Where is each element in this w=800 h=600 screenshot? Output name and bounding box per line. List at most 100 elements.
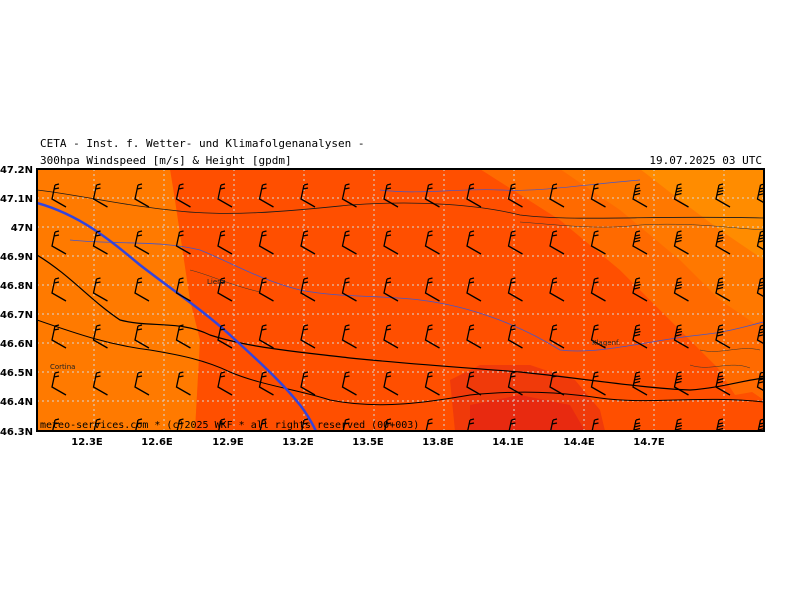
wind-barb [507, 324, 523, 349]
wind-barb [300, 324, 316, 349]
map-frame [36, 168, 765, 432]
lat-label: 47.2N [0, 165, 33, 176]
place-label-cortina: Cortina [50, 363, 75, 371]
wind-barb [175, 277, 191, 302]
lat-lon-grid [37, 169, 764, 431]
river-drau [69, 239, 764, 352]
wind-barb [424, 324, 440, 349]
wind-barb [300, 371, 316, 396]
copyright-text: meteo-services.com * (c)2025 WKF * all r… [40, 420, 419, 431]
place-label-klagenfurt: Klagenf. [592, 339, 620, 347]
border-main [37, 254, 764, 391]
wind-barb [341, 183, 357, 208]
wind-barb [757, 418, 764, 431]
band-left [37, 169, 200, 431]
header-parameter: 300hpa Windspeed [m/s] & Height [gpdm] [40, 154, 292, 167]
lon-label: 13.8E [422, 437, 454, 448]
wind-barb [92, 183, 108, 208]
wind-barb [756, 277, 764, 298]
lat-label: 46.9N [0, 252, 33, 263]
wind-barb [466, 277, 482, 302]
wind-barb [507, 277, 523, 302]
wind-barb [92, 324, 108, 349]
wind-barb [715, 418, 724, 431]
wind-barb [590, 371, 606, 396]
wind-barb [632, 371, 648, 396]
wind-barb [549, 183, 565, 208]
wind-barb [756, 371, 764, 392]
lon-label: 14.7E [633, 437, 665, 448]
region-line-1 [519, 221, 764, 231]
wind-barb [383, 230, 399, 255]
wind-barb [383, 418, 392, 431]
wind-barb [134, 277, 150, 302]
wind-barb [756, 183, 764, 204]
wind-barb [590, 277, 606, 302]
wind-barb [424, 277, 440, 302]
wind-barb [258, 183, 274, 208]
wind-barb [217, 371, 233, 396]
wind-barb [715, 371, 731, 396]
wind-barb [756, 230, 764, 251]
wind-barb [590, 324, 606, 349]
wind-barb [51, 324, 67, 349]
lat-label: 46.7N [0, 310, 33, 321]
wind-barb [217, 277, 233, 302]
wind-barb [549, 371, 565, 396]
wind-barb [673, 371, 689, 396]
wind-barb [176, 418, 184, 431]
wind-barb [673, 324, 689, 349]
wind-barb [632, 230, 648, 255]
wind-barb [175, 324, 191, 349]
wind-barb [466, 371, 482, 396]
latitude-labels: 47.2N 47.1N 47N 46.9N 46.8N 46.7N 46.6N 46.5N 46… [0, 165, 33, 438]
wind-barb [134, 418, 143, 431]
wind-barb [258, 277, 274, 302]
wind-barb [674, 418, 683, 431]
wind-barb [424, 230, 440, 255]
wind-barb [51, 230, 67, 255]
wind-barb [507, 371, 523, 396]
wind-barb [134, 324, 150, 349]
border-north [37, 189, 764, 219]
lon-label: 12.9E [212, 437, 244, 448]
wind-barb [632, 324, 648, 349]
lon-label: 12.3E [71, 437, 103, 448]
height-contour-line [37, 201, 318, 431]
wind-barb [341, 324, 357, 349]
wind-barb [466, 324, 482, 349]
wind-barb [425, 418, 433, 431]
wind-barb [341, 371, 357, 396]
wind-barb [466, 230, 482, 255]
wind-barb [175, 371, 191, 396]
wind-barb [383, 371, 399, 396]
wind-barb [673, 277, 689, 302]
river-north [379, 179, 641, 193]
lat-label: 47.1N [0, 194, 33, 205]
wind-barb [756, 324, 764, 345]
wind-barb [51, 371, 67, 396]
lon-label: 14.1E [492, 437, 524, 448]
wind-barb [590, 183, 606, 208]
wind-barb [549, 324, 565, 349]
wind-barb [92, 230, 108, 255]
wind-barb [93, 418, 101, 431]
wind-barbs [51, 183, 764, 431]
wind-barb [175, 183, 191, 208]
windspeed-field [37, 169, 764, 431]
wind-barb [673, 230, 689, 255]
wind-barb [92, 371, 108, 396]
region-line-3 [689, 348, 761, 369]
lon-label: 14.4E [563, 437, 595, 448]
wind-barb [258, 324, 274, 349]
wind-barb [175, 230, 191, 255]
lon-label: 13.2E [282, 437, 314, 448]
wind-barb [217, 418, 226, 431]
wind-barb [134, 230, 150, 255]
band-core [470, 395, 585, 431]
border-south [37, 319, 764, 406]
wind-barb [466, 183, 482, 208]
lat-label: 46.8N [0, 281, 33, 292]
wind-barb [549, 418, 558, 431]
wind-barb [715, 183, 731, 208]
